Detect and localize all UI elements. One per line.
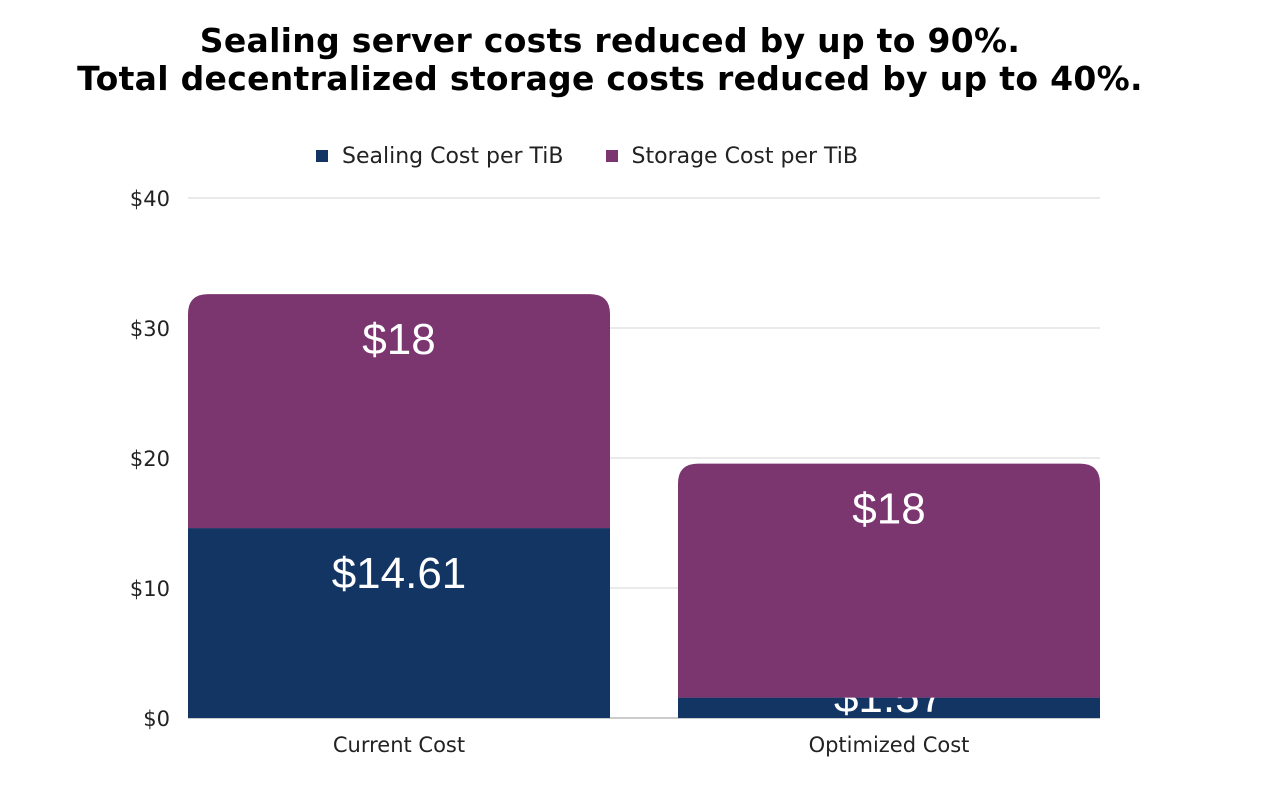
y-tick-label-30: $30	[130, 317, 170, 341]
chart-title: Sealing server costs reduced by up to 90…	[0, 22, 1220, 98]
y-tick-label-40: $40	[130, 187, 170, 211]
legend-swatch-storage	[605, 150, 618, 162]
x-tick-label-current-cost: Current Cost	[333, 733, 465, 757]
y-tick-label-10: $10	[130, 577, 170, 601]
legend-item-storage: Storage Cost per TiB	[605, 143, 858, 169]
legend-label-sealing: Sealing Cost per TiB	[342, 143, 564, 169]
data-label-current-cost-series-1: $18	[362, 315, 435, 364]
bar-optimized-cost-series-0	[678, 697, 1100, 718]
legend-swatch-sealing	[316, 150, 328, 162]
bar-current-cost-series-0	[188, 528, 610, 718]
legend-item-sealing: Sealing Cost per TiB	[316, 144, 564, 169]
bar-current-cost-series-1	[188, 294, 610, 529]
x-tick-label-optimized-cost: Optimized Cost	[809, 733, 970, 757]
data-label-optimized-cost-series-1: $18	[852, 485, 925, 534]
y-tick-label-20: $20	[130, 447, 170, 471]
legend-label-storage: Storage Cost per TiB	[631, 143, 858, 169]
chart-legend: Sealing Cost per TiB Storage Cost per Ti…	[0, 140, 1274, 172]
data-label-current-cost-series-0: $14.61	[332, 549, 467, 598]
chart-title-line-1: Sealing server costs reduced by up to 90…	[199, 21, 1021, 60]
chart-title-line-2: Total decentralized storage costs reduce…	[77, 59, 1143, 98]
bar-optimized-cost-series-1	[678, 463, 1100, 698]
y-tick-label-0: $0	[143, 707, 170, 731]
